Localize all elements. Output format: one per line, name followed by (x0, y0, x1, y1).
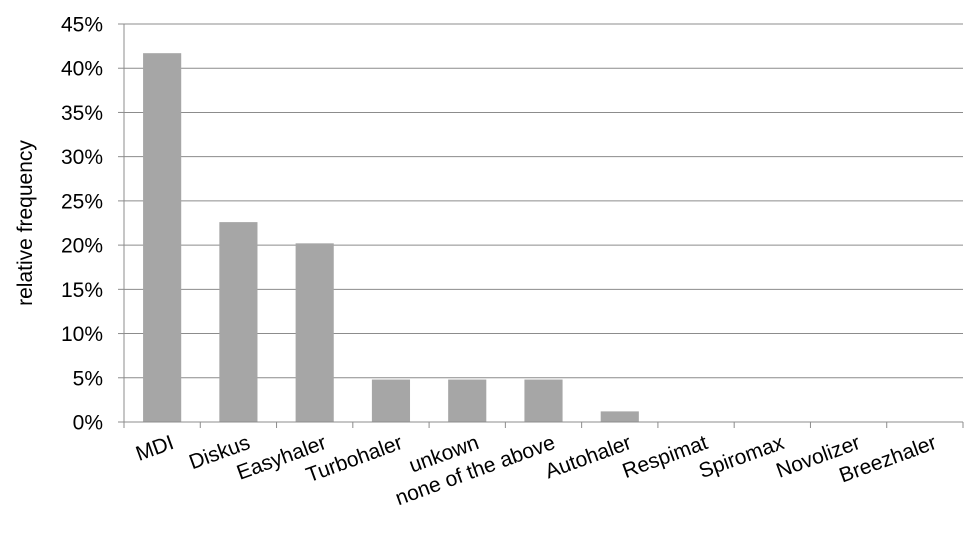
x-tick-label: Spiromax (696, 431, 788, 483)
bar-unkown (448, 380, 486, 422)
y-tick-label: 35% (61, 102, 103, 125)
bar-none-of-the-above (524, 380, 562, 422)
y-tick-label: 5% (73, 367, 103, 390)
y-axis-title: relative frequency (14, 140, 37, 306)
y-tick-label: 20% (61, 235, 103, 258)
x-tick-label: Autohaler (542, 431, 634, 483)
bar-autohaler (601, 411, 639, 422)
x-tick-label: MDI (133, 431, 177, 466)
y-tick-label: 0% (73, 412, 103, 435)
y-tick-label: 30% (61, 146, 103, 169)
bar-diskus (219, 222, 257, 422)
bar-easyhaler (296, 243, 334, 422)
bar-mdi (143, 53, 181, 422)
bars (143, 53, 639, 422)
bar-turbohaler (372, 380, 410, 422)
y-tick-label: 15% (61, 279, 103, 302)
y-tick-label: 25% (61, 190, 103, 213)
y-tick-labels: 0% 5% 10% 15% 20% 25% 30% 35% 40% 45% (61, 14, 103, 435)
y-tick-label: 10% (61, 323, 103, 346)
x-tick-label: Respimat (620, 431, 711, 483)
y-tick-label: 40% (61, 58, 103, 81)
y-tick-label: 45% (61, 14, 103, 37)
